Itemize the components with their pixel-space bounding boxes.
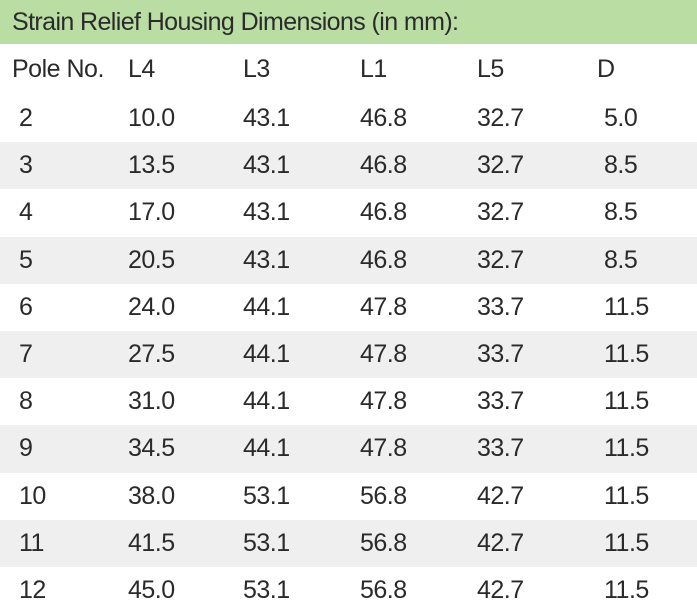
cell-pole-no: 3 <box>19 151 33 180</box>
cell-l3: 43.1 <box>243 245 290 274</box>
cell-d: 11.5 <box>604 434 649 463</box>
cell-d: 5.0 <box>604 104 638 133</box>
cell-l3: 53.1 <box>243 481 290 510</box>
cell-l4: 24.0 <box>128 292 175 321</box>
cell-l3: 44.1 <box>243 387 290 416</box>
cell-d: 11.5 <box>604 340 649 369</box>
table-row: 11 41.5 53.1 56.8 42.7 11.5 <box>0 519 697 567</box>
cell-l4: 31.0 <box>128 387 175 416</box>
cell-l3: 53.1 <box>243 528 290 557</box>
cell-pole-no: 11 <box>19 528 44 557</box>
header-l4: L4 <box>128 55 155 83</box>
cell-d: 11.5 <box>604 575 649 604</box>
cell-l4: 38.0 <box>128 481 175 510</box>
table-body: 2 10.0 43.1 46.8 32.7 5.0 3 13.5 43.1 46.8 32.7 8.5… <box>0 95 697 614</box>
cell-l1: 47.8 <box>360 292 407 321</box>
cell-l1: 46.8 <box>360 104 407 133</box>
cell-pole-no: 10 <box>19 481 46 510</box>
cell-l1: 56.8 <box>360 575 407 604</box>
cell-pole-no: 9 <box>19 434 33 463</box>
cell-l5: 42.7 <box>477 481 524 510</box>
cell-l3: 44.1 <box>243 340 290 369</box>
cell-l1: 46.8 <box>360 151 407 180</box>
table-row: 4 17.0 43.1 46.8 32.7 8.5 <box>0 189 697 236</box>
cell-pole-no: 4 <box>19 198 33 227</box>
table-header: Pole No. L4 L3 L1 L5 D <box>0 44 697 95</box>
cell-l1: 46.8 <box>360 198 407 227</box>
cell-d: 8.5 <box>604 245 638 274</box>
cell-d: 8.5 <box>604 151 638 180</box>
table-row: 10 38.0 53.1 56.8 42.7 11.5 <box>0 473 697 520</box>
cell-l3: 43.1 <box>243 151 290 180</box>
cell-l5: 33.7 <box>477 340 524 369</box>
table-row: 12 45.0 53.1 56.8 42.7 11.5 <box>0 567 697 614</box>
table-row: 5 20.5 43.1 46.8 32.7 8.5 <box>0 236 697 284</box>
table-row: 9 34.5 44.1 47.8 33.7 11.5 <box>0 425 697 473</box>
cell-l5: 33.7 <box>477 434 524 463</box>
cell-d: 11.5 <box>604 292 649 321</box>
dimensions-table: Pole No. L4 L3 L1 L5 D 2 10.0 43.1 46.8 32.7… <box>0 44 697 614</box>
cell-l3: 53.1 <box>243 575 290 604</box>
table-row: 2 10.0 43.1 46.8 32.7 5.0 <box>0 95 697 142</box>
cell-pole-no: 5 <box>19 245 33 274</box>
table-row: 3 13.5 43.1 46.8 32.7 8.5 <box>0 142 697 190</box>
cell-l5: 33.7 <box>477 387 524 416</box>
cell-l1: 47.8 <box>360 387 407 416</box>
cell-pole-no: 2 <box>19 104 33 133</box>
cell-pole-no: 8 <box>19 387 33 416</box>
cell-l5: 32.7 <box>477 104 524 133</box>
cell-l5: 42.7 <box>477 528 524 557</box>
cell-d: 11.5 <box>604 481 649 510</box>
cell-l3: 44.1 <box>243 292 290 321</box>
cell-l4: 34.5 <box>128 434 175 463</box>
cell-l5: 32.7 <box>477 151 524 180</box>
cell-l3: 44.1 <box>243 434 290 463</box>
cell-l1: 46.8 <box>360 245 407 274</box>
header-d: D <box>597 55 615 83</box>
cell-d: 11.5 <box>604 387 649 416</box>
cell-l1: 56.8 <box>360 481 407 510</box>
table-title: Strain Relief Housing Dimensions (in mm)… <box>0 0 697 44</box>
header-l5: L5 <box>477 55 504 83</box>
cell-l5: 32.7 <box>477 245 524 274</box>
cell-l5: 42.7 <box>477 575 524 604</box>
header-l1: L1 <box>360 55 387 83</box>
cell-l4: 13.5 <box>128 151 175 180</box>
header-l3: L3 <box>243 55 270 83</box>
cell-d: 11.5 <box>604 528 649 557</box>
cell-l4: 45.0 <box>128 575 175 604</box>
cell-pole-no: 6 <box>19 292 33 321</box>
cell-d: 8.5 <box>604 198 638 227</box>
cell-l3: 43.1 <box>243 104 290 133</box>
cell-l3: 43.1 <box>243 198 290 227</box>
cell-l5: 32.7 <box>477 198 524 227</box>
header-row: Pole No. L4 L3 L1 L5 D <box>0 44 697 95</box>
cell-pole-no: 7 <box>19 340 33 369</box>
cell-l1: 47.8 <box>360 434 407 463</box>
table-row: 7 27.5 44.1 47.8 33.7 11.5 <box>0 330 697 379</box>
cell-l4: 20.5 <box>128 245 175 274</box>
cell-l4: 41.5 <box>128 528 175 557</box>
cell-l1: 47.8 <box>360 340 407 369</box>
cell-pole-no: 12 <box>19 575 46 604</box>
header-pole-no: Pole No. <box>12 55 104 83</box>
table-row: 6 24.0 44.1 47.8 33.7 11.5 <box>0 284 697 331</box>
cell-l5: 33.7 <box>477 292 524 321</box>
cell-l4: 17.0 <box>128 198 175 227</box>
cell-l4: 10.0 <box>128 104 175 133</box>
cell-l4: 27.5 <box>128 340 175 369</box>
table-row: 8 31.0 44.1 47.8 33.7 11.5 <box>0 378 697 425</box>
cell-l1: 56.8 <box>360 528 407 557</box>
